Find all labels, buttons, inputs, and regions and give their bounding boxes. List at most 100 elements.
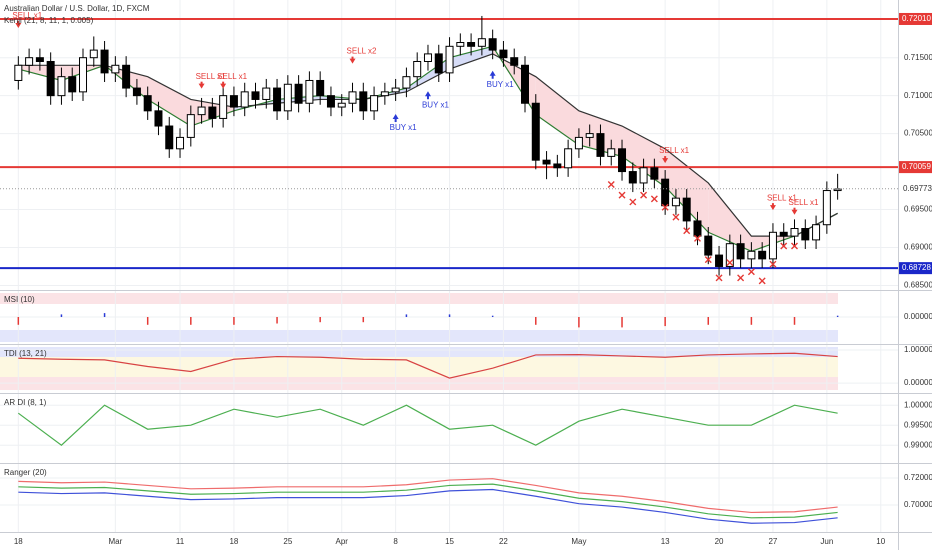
cross-stroke <box>661 203 669 211</box>
bar <box>750 317 753 325</box>
level-label: 0.72010 <box>902 14 931 23</box>
cross-marker <box>683 227 691 235</box>
candle-body <box>423 53 432 62</box>
candle-body <box>747 250 756 260</box>
y-tick-label: 0.69000 <box>904 243 932 252</box>
cross-stroke <box>683 227 691 235</box>
cloud <box>535 76 579 145</box>
cross-marker <box>693 234 701 242</box>
x-tick-label: 20 <box>715 537 724 546</box>
candle-body <box>219 95 228 119</box>
signal-arrow <box>662 158 669 164</box>
last-price-label: 0.69773 <box>903 184 932 193</box>
candle-body <box>768 231 777 260</box>
cross-marker <box>791 242 799 250</box>
y-tick-label: 0.99000 <box>904 440 932 449</box>
signal-arrow <box>489 70 496 76</box>
candle-body <box>186 114 195 138</box>
candle-body <box>467 42 476 47</box>
cross-marker <box>747 268 755 276</box>
candle-body <box>79 57 88 93</box>
candle-body <box>46 60 55 97</box>
y-tick-label: 1.00000 <box>904 345 932 354</box>
candle-body <box>574 136 583 150</box>
candle-body <box>305 79 314 104</box>
candle-body <box>725 243 734 267</box>
x-tick-label: Apr <box>336 537 349 546</box>
bar <box>17 317 20 325</box>
panel-title: MSI (10) <box>4 295 35 304</box>
y-tick-label: 0.69500 <box>904 205 932 214</box>
signal-arrow <box>15 22 22 28</box>
cross-marker <box>661 203 669 211</box>
candle-body <box>100 49 109 74</box>
cross-marker <box>737 274 745 282</box>
signal-label: SELL x1 <box>217 72 247 81</box>
bar <box>233 317 235 325</box>
candle-body <box>370 95 379 112</box>
cross-marker <box>618 191 626 199</box>
candle-body <box>531 102 540 161</box>
signal-label: SELL x1 <box>12 11 42 20</box>
candle-body <box>337 102 346 108</box>
candle-body <box>262 87 271 100</box>
y-tick-label: 0.72000 <box>904 473 932 482</box>
level-label: 0.70059 <box>902 162 931 171</box>
signal-label: BUY x1 <box>487 80 515 89</box>
signal-label: SELL x1 <box>659 146 689 155</box>
bar <box>448 314 451 317</box>
series-line <box>18 488 838 524</box>
candle-body <box>132 87 141 97</box>
signal-label: SELL x1 <box>767 193 797 202</box>
candle-body <box>812 224 821 241</box>
signal-arrow <box>198 83 205 89</box>
series-line <box>18 478 838 514</box>
x-tick-label: 18 <box>14 537 23 546</box>
cross-stroke <box>747 268 755 276</box>
candle-body <box>618 148 627 173</box>
panel-title: AR DI (8, 1) <box>4 398 47 407</box>
bar <box>535 317 537 325</box>
candle-body <box>607 148 616 157</box>
candle-body <box>822 190 831 226</box>
y-tick-label: 0.00000 <box>904 312 932 321</box>
x-tick-label: 11 <box>176 537 185 546</box>
candle-body <box>542 159 551 165</box>
x-tick-label: 27 <box>768 537 777 546</box>
candle-body <box>477 38 486 47</box>
cross-stroke <box>672 213 680 221</box>
bar <box>621 317 623 328</box>
y-tick-label: 0.70500 <box>904 129 932 138</box>
cross-marker <box>780 242 788 250</box>
y-tick-label: 0.71500 <box>904 53 932 62</box>
series-line <box>17 404 838 446</box>
cross-stroke <box>737 274 745 282</box>
candle-body <box>639 167 648 184</box>
x-tick-label: Mar <box>108 537 122 546</box>
cross-marker <box>629 198 637 206</box>
candle-body <box>208 106 217 119</box>
candle-body <box>736 243 745 260</box>
signal-arrow <box>392 114 399 120</box>
candle-body <box>499 49 508 59</box>
candle-body <box>380 91 389 97</box>
candle-body <box>165 125 174 150</box>
series-line <box>18 483 838 519</box>
cross-stroke <box>726 259 734 267</box>
cross-stroke <box>704 256 712 264</box>
candle-body <box>154 110 163 127</box>
candle-body <box>391 87 400 93</box>
cross-marker <box>758 277 766 285</box>
x-tick-label: 18 <box>229 537 238 546</box>
y-tick-label: 0.70000 <box>904 500 932 509</box>
x-tick-label: 8 <box>393 537 398 546</box>
cross-stroke <box>758 277 766 285</box>
candle-body <box>758 250 767 260</box>
cross-marker <box>726 259 734 267</box>
cross-marker <box>640 191 648 199</box>
candle-body <box>510 57 519 66</box>
y-tick-label: 0.68500 <box>904 281 932 290</box>
bar <box>60 314 63 317</box>
candle-body <box>413 60 422 78</box>
cross-marker <box>607 180 615 188</box>
